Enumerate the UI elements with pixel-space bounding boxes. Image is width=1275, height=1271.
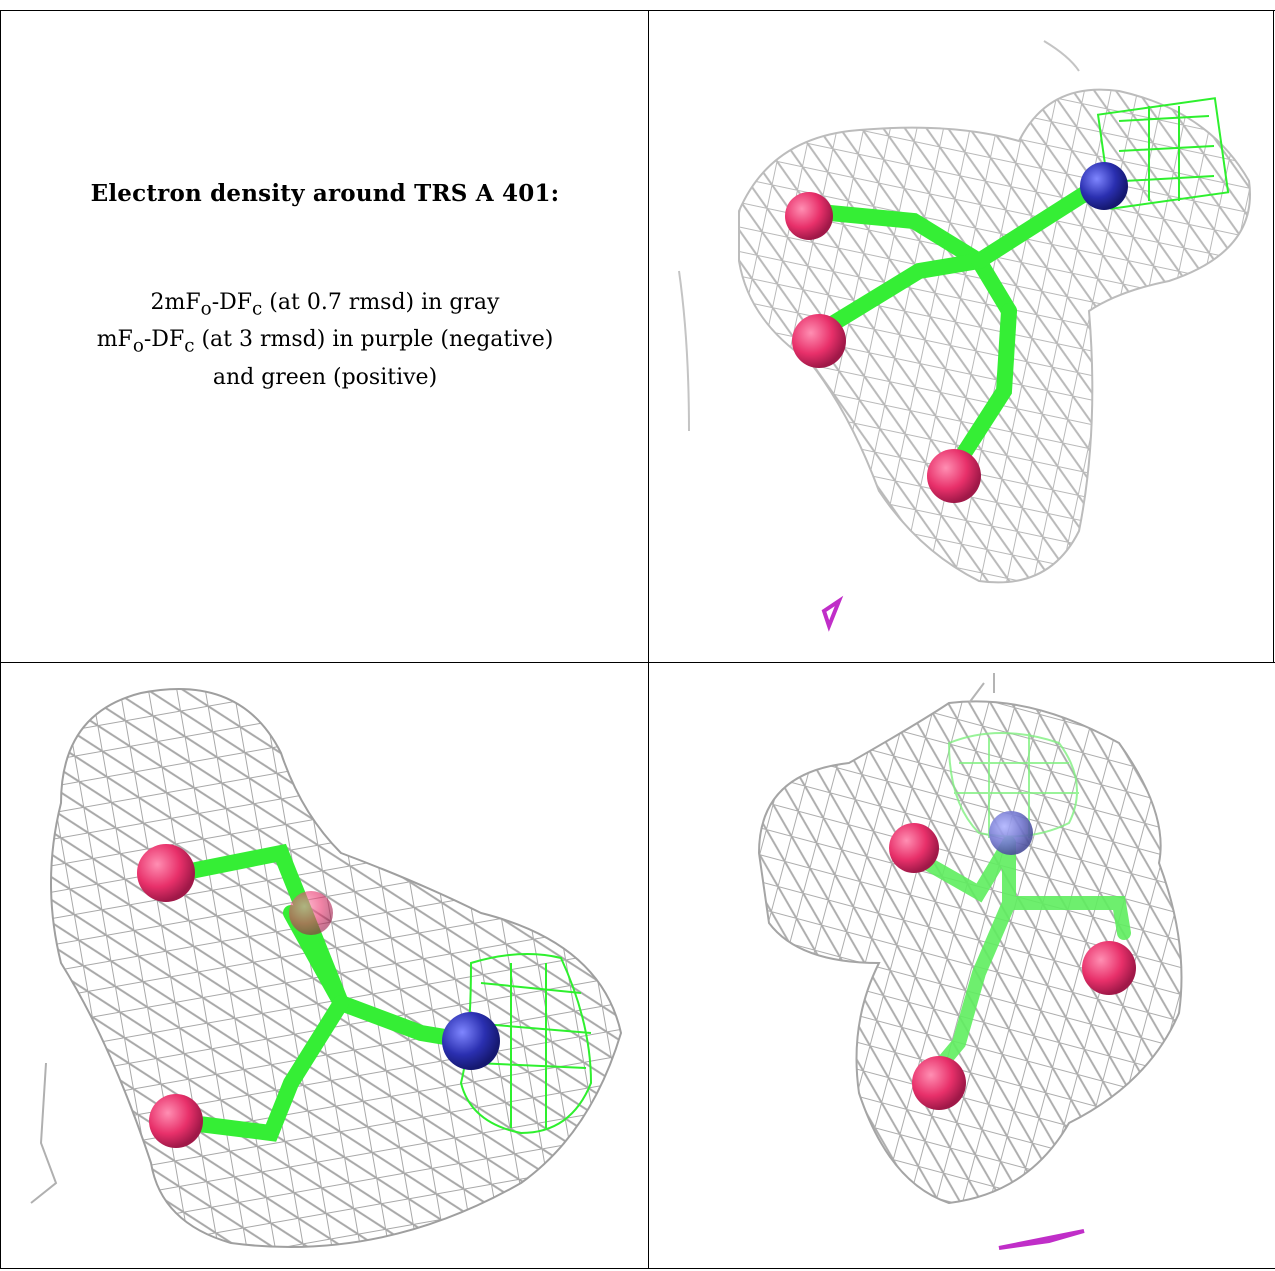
oxygen-atom [785,192,833,240]
nitrogen-atom [442,1012,500,1070]
caption-legend: 2mFo-DFc (at 0.7 rmsd) in gray mFo-DFc (… [20,287,630,393]
oxygen-atom [137,844,195,902]
density-image-3 [757,673,1183,1250]
nitrogen-atom [989,811,1033,855]
ligand-bonds [801,183,1097,469]
density-view-bottom-left [1,663,648,1268]
positive-density-mesh [947,732,1079,838]
density-mesh [50,688,623,1248]
caption-title: Electron density around TRS A 401: [90,180,560,207]
positive-density-mesh [459,953,593,1135]
oxygen-atom [889,823,939,873]
nitrogen-atom [1080,162,1128,210]
density-image-1 [678,40,1251,632]
caption-line-green: and green (positive) [212,364,438,390]
figure-caption: Electron density around TRS A 401: 2mFo-… [20,180,630,393]
positive-density-mesh [1096,97,1230,210]
density-mesh-outline [678,40,1080,432]
caption-line-mfo: mFo-DFc (at 3 rmsd) in purple (negative) [96,327,554,357]
oxygen-atom [912,1056,966,1110]
negative-density-mesh [821,595,844,632]
oxygen-atom [149,1094,203,1148]
border-middle [0,662,1275,663]
oxygen-atom [792,314,846,368]
border-left [0,10,1,1269]
border-top [0,10,1275,11]
density-image-2 [30,688,623,1248]
border-bottom [0,1268,1275,1269]
oxygen-atom [289,891,333,935]
density-view-bottom-right [649,663,1273,1268]
caption-line-2mfo: 2mFo-DFc (at 0.7 rmsd) in gray [150,290,500,320]
density-mesh [757,700,1183,1205]
border-right [1273,10,1274,662]
density-view-top-right [649,11,1273,662]
oxygen-atom [927,449,981,503]
border-center [648,10,649,1269]
negative-density-mesh [998,1229,1085,1250]
oxygen-atom [1082,941,1136,995]
